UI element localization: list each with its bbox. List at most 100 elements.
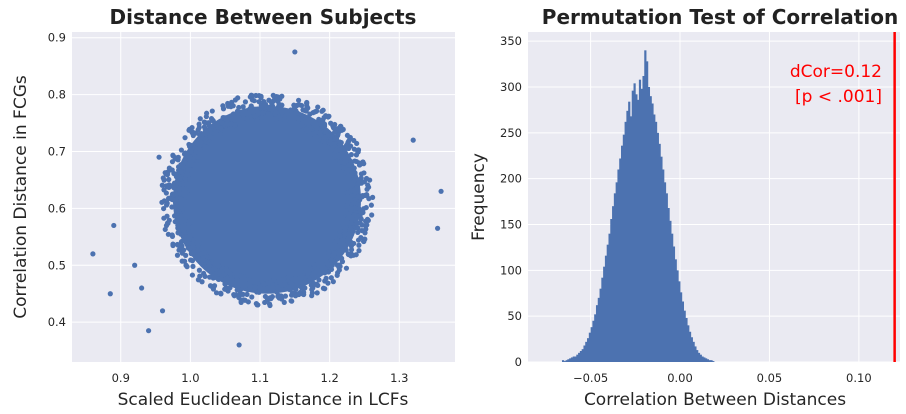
scatter-point xyxy=(198,139,204,146)
scatter-point xyxy=(339,259,346,265)
scatter-point xyxy=(348,247,355,253)
scatter-point xyxy=(206,260,212,266)
scatter-point xyxy=(434,225,441,231)
histogram-bar xyxy=(599,288,602,362)
histogram-bar xyxy=(585,341,588,362)
scatter-point xyxy=(332,129,338,135)
scatter-point xyxy=(351,137,357,144)
scatter-point xyxy=(358,171,365,177)
histogram-bar xyxy=(671,233,674,362)
scatter-point xyxy=(173,180,180,187)
scatter-point xyxy=(262,114,268,121)
scatter-point xyxy=(319,124,326,130)
histogram-x-ticks: −0.05 0.00 0.05 0.10 xyxy=(573,371,872,385)
scatter-point xyxy=(340,126,346,133)
scatter-point xyxy=(166,165,172,171)
scatter-point xyxy=(289,283,295,289)
scatter-point xyxy=(296,102,302,108)
scatter-point xyxy=(169,204,175,210)
scatter-point xyxy=(179,250,185,256)
scatter-point xyxy=(352,205,358,211)
scatter-point xyxy=(234,276,240,283)
scatter-point xyxy=(355,225,361,231)
scatter-point xyxy=(352,170,358,176)
scatter-point xyxy=(242,297,248,303)
scatter-point xyxy=(169,232,175,238)
histogram-bar xyxy=(565,360,568,362)
histogram-bar xyxy=(595,305,599,362)
scatter-point xyxy=(206,266,213,273)
scatter-point xyxy=(180,191,187,197)
scatter-point xyxy=(340,221,346,228)
scatter-point xyxy=(185,245,191,251)
scatter-point xyxy=(234,108,241,114)
histogram-x-tick-label: 0.00 xyxy=(667,371,693,385)
scatter-point xyxy=(351,165,357,171)
scatter-point xyxy=(316,116,322,122)
scatter-point xyxy=(209,108,215,114)
scatter-point xyxy=(364,216,371,222)
histogram-bar xyxy=(687,325,690,362)
scatter-x-tick-label: 1.1 xyxy=(251,371,269,385)
scatter-point xyxy=(216,276,222,282)
scatter-point xyxy=(295,97,302,103)
scatter-point xyxy=(363,204,369,211)
scatter-point xyxy=(358,216,364,222)
scatter-point xyxy=(271,277,277,283)
histogram-bar xyxy=(667,208,670,362)
scatter-point xyxy=(267,302,273,309)
scatter-point xyxy=(166,176,172,183)
scatter-point xyxy=(354,220,360,226)
histogram-bar xyxy=(574,356,577,362)
scatter-point xyxy=(132,262,138,268)
scatter-y-tick-label: 0.5 xyxy=(48,258,66,272)
scatter-point xyxy=(170,242,176,249)
scatter-point xyxy=(335,243,341,249)
scatter-point xyxy=(356,242,362,248)
scatter-point xyxy=(306,266,312,272)
scatter-point xyxy=(183,262,189,268)
scatter-point xyxy=(240,104,246,110)
histogram-bar xyxy=(710,360,713,362)
scatter-point xyxy=(349,193,355,199)
scatter-point xyxy=(293,286,299,293)
scatter-point xyxy=(171,185,177,191)
scatter-point xyxy=(356,177,362,183)
histogram-bar xyxy=(681,301,684,362)
scatter-point xyxy=(202,136,208,142)
scatter-point xyxy=(252,284,259,290)
scatter-y-label: Correlation Distance in FCGs xyxy=(11,75,31,319)
scatter-point xyxy=(362,230,368,236)
scatter-point xyxy=(235,95,241,101)
scatter-point xyxy=(278,116,284,123)
scatter-title: Distance Between Subjects xyxy=(110,5,417,29)
histogram-bar xyxy=(613,193,617,362)
scatter-point xyxy=(228,121,234,127)
scatter-x-tick-label: 1.3 xyxy=(390,371,408,385)
scatter-point xyxy=(254,279,260,285)
scatter-point xyxy=(195,247,201,254)
scatter-point xyxy=(223,121,230,127)
scatter-point xyxy=(244,291,250,297)
scatter-point xyxy=(268,295,274,302)
scatter-point xyxy=(201,119,207,125)
scatter-point xyxy=(234,287,240,293)
scatter-point xyxy=(368,202,374,208)
scatter-point xyxy=(282,293,289,299)
scatter-point xyxy=(186,141,192,148)
scatter-point xyxy=(345,235,351,242)
scatter-point xyxy=(346,213,352,219)
scatter-x-tick-label: 1.0 xyxy=(181,371,199,385)
scatter-point xyxy=(325,253,331,260)
scatter-point xyxy=(196,257,202,263)
scatter-point xyxy=(164,213,170,219)
histogram-bar xyxy=(629,116,633,362)
scatter-point xyxy=(256,289,262,295)
scatter-point xyxy=(303,126,309,133)
scatter-point xyxy=(288,118,294,125)
scatter-point xyxy=(310,110,316,116)
scatter-point xyxy=(230,111,236,117)
scatter-point xyxy=(344,203,350,209)
scatter-point xyxy=(325,262,332,268)
histogram-bar xyxy=(628,101,631,363)
